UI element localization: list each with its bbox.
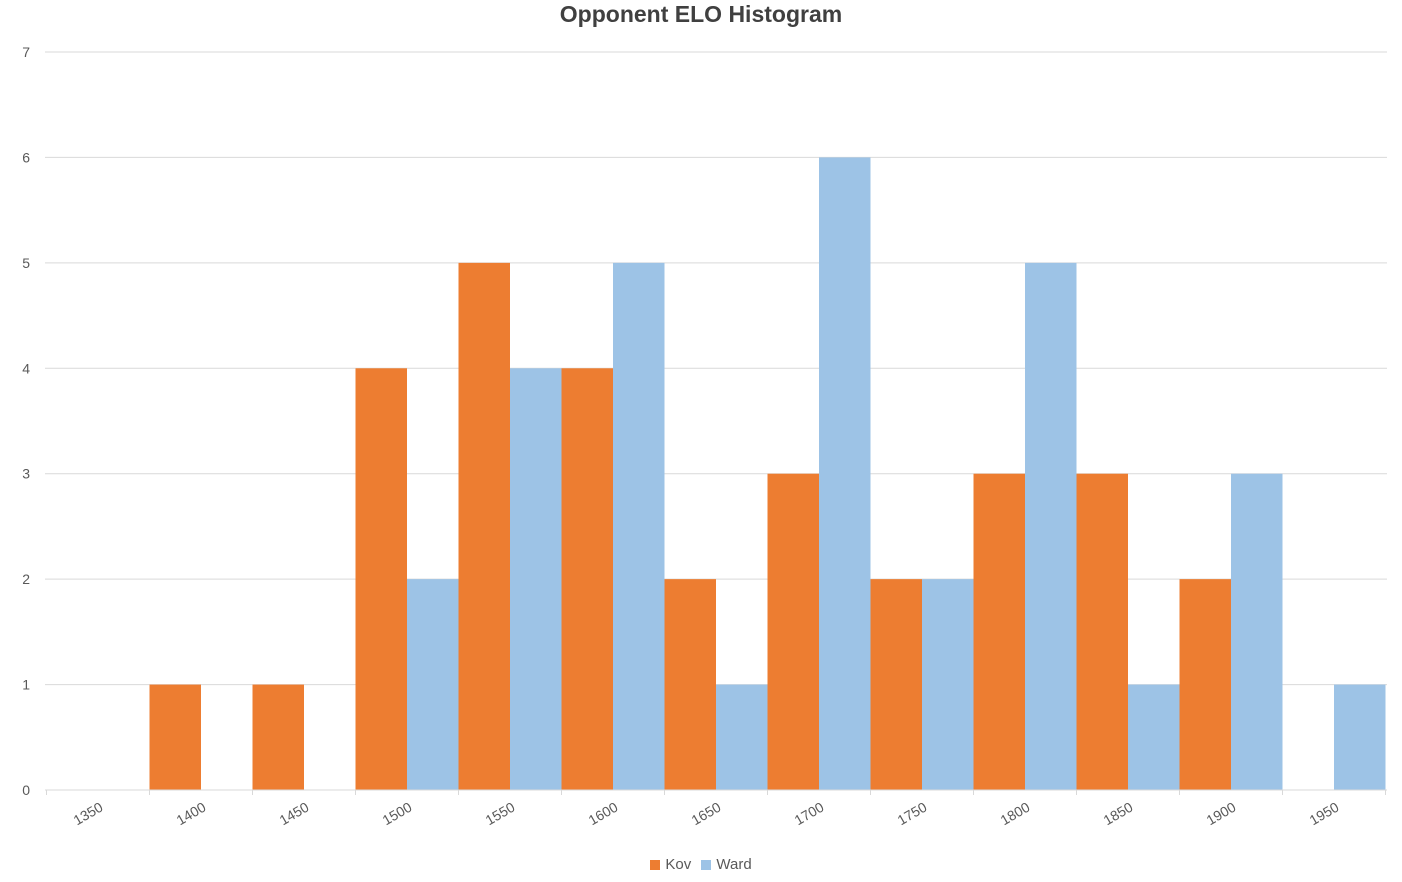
y-tick-label: 1 (22, 677, 30, 693)
x-tick-label: 1950 (1307, 799, 1342, 829)
bar-kov-1550 (458, 262, 510, 790)
bar-ward-1550 (510, 368, 562, 790)
x-tick-label: 1600 (586, 799, 621, 829)
x-axis-tick-labels: 1350 1400 1450 1500 1550 1600 1650 1700 1750 1800… (71, 799, 1342, 829)
bar-ward-1500 (407, 579, 459, 790)
bar-kov-1750 (870, 579, 922, 790)
bar-ward-1800 (1025, 262, 1077, 790)
bar-kov-1850 (1076, 473, 1128, 790)
x-tick-label: 1450 (277, 799, 312, 829)
legend: Kov Ward (0, 856, 1402, 874)
bar-ward-1650 (716, 684, 768, 790)
legend-swatch-kov (650, 859, 661, 870)
bar-kov-1800 (973, 473, 1025, 790)
bar-kov-1700 (767, 473, 819, 790)
bar-kov-1450 (252, 684, 304, 790)
legend-label-ward: Ward (716, 856, 752, 873)
x-tick-label: 1500 (380, 799, 415, 829)
x-tick-label: 1650 (689, 799, 724, 829)
bar-kov-1500 (355, 368, 407, 790)
bar-ward-1950 (1334, 684, 1386, 790)
bar-kov-1650 (664, 579, 716, 790)
legend-item-ward: Ward (701, 856, 752, 873)
bar-ward-1600 (613, 262, 665, 790)
y-tick-label: 5 (22, 255, 30, 271)
bar-kov-1600 (561, 368, 613, 790)
y-tick-label: 7 (22, 44, 30, 60)
x-tick-label: 1400 (174, 799, 209, 829)
bar-kov-1400 (149, 684, 201, 790)
x-tick-label: 1850 (1101, 799, 1136, 829)
bar-ward-1850 (1128, 684, 1180, 790)
y-tick-label: 6 (22, 149, 30, 165)
x-tick-label: 1700 (792, 799, 827, 829)
y-tick-label: 2 (22, 571, 30, 587)
bar-ward-1750 (922, 579, 974, 790)
bar-ward-1700 (819, 157, 871, 790)
x-axis (45, 789, 1387, 795)
legend-label-kov: Kov (665, 856, 692, 873)
x-tick-label: 1550 (483, 799, 518, 829)
legend-item-kov: Kov (650, 856, 691, 873)
y-axis-tick-labels: 0 1 2 3 4 5 6 7 (22, 44, 30, 798)
bars (149, 157, 1386, 790)
x-tick-label: 1800 (998, 799, 1033, 829)
bar-kov-1900 (1179, 579, 1231, 790)
y-tick-label: 4 (22, 360, 30, 376)
y-tick-label: 0 (22, 782, 30, 798)
x-tick-label: 1900 (1204, 799, 1239, 829)
x-tick-label: 1350 (71, 799, 106, 829)
y-tick-label: 3 (22, 466, 30, 482)
legend-swatch-ward (701, 859, 712, 870)
chart-title: Opponent ELO Histogram (559, 1, 843, 27)
x-tick-label: 1750 (895, 799, 930, 829)
bar-ward-1900 (1231, 473, 1283, 790)
